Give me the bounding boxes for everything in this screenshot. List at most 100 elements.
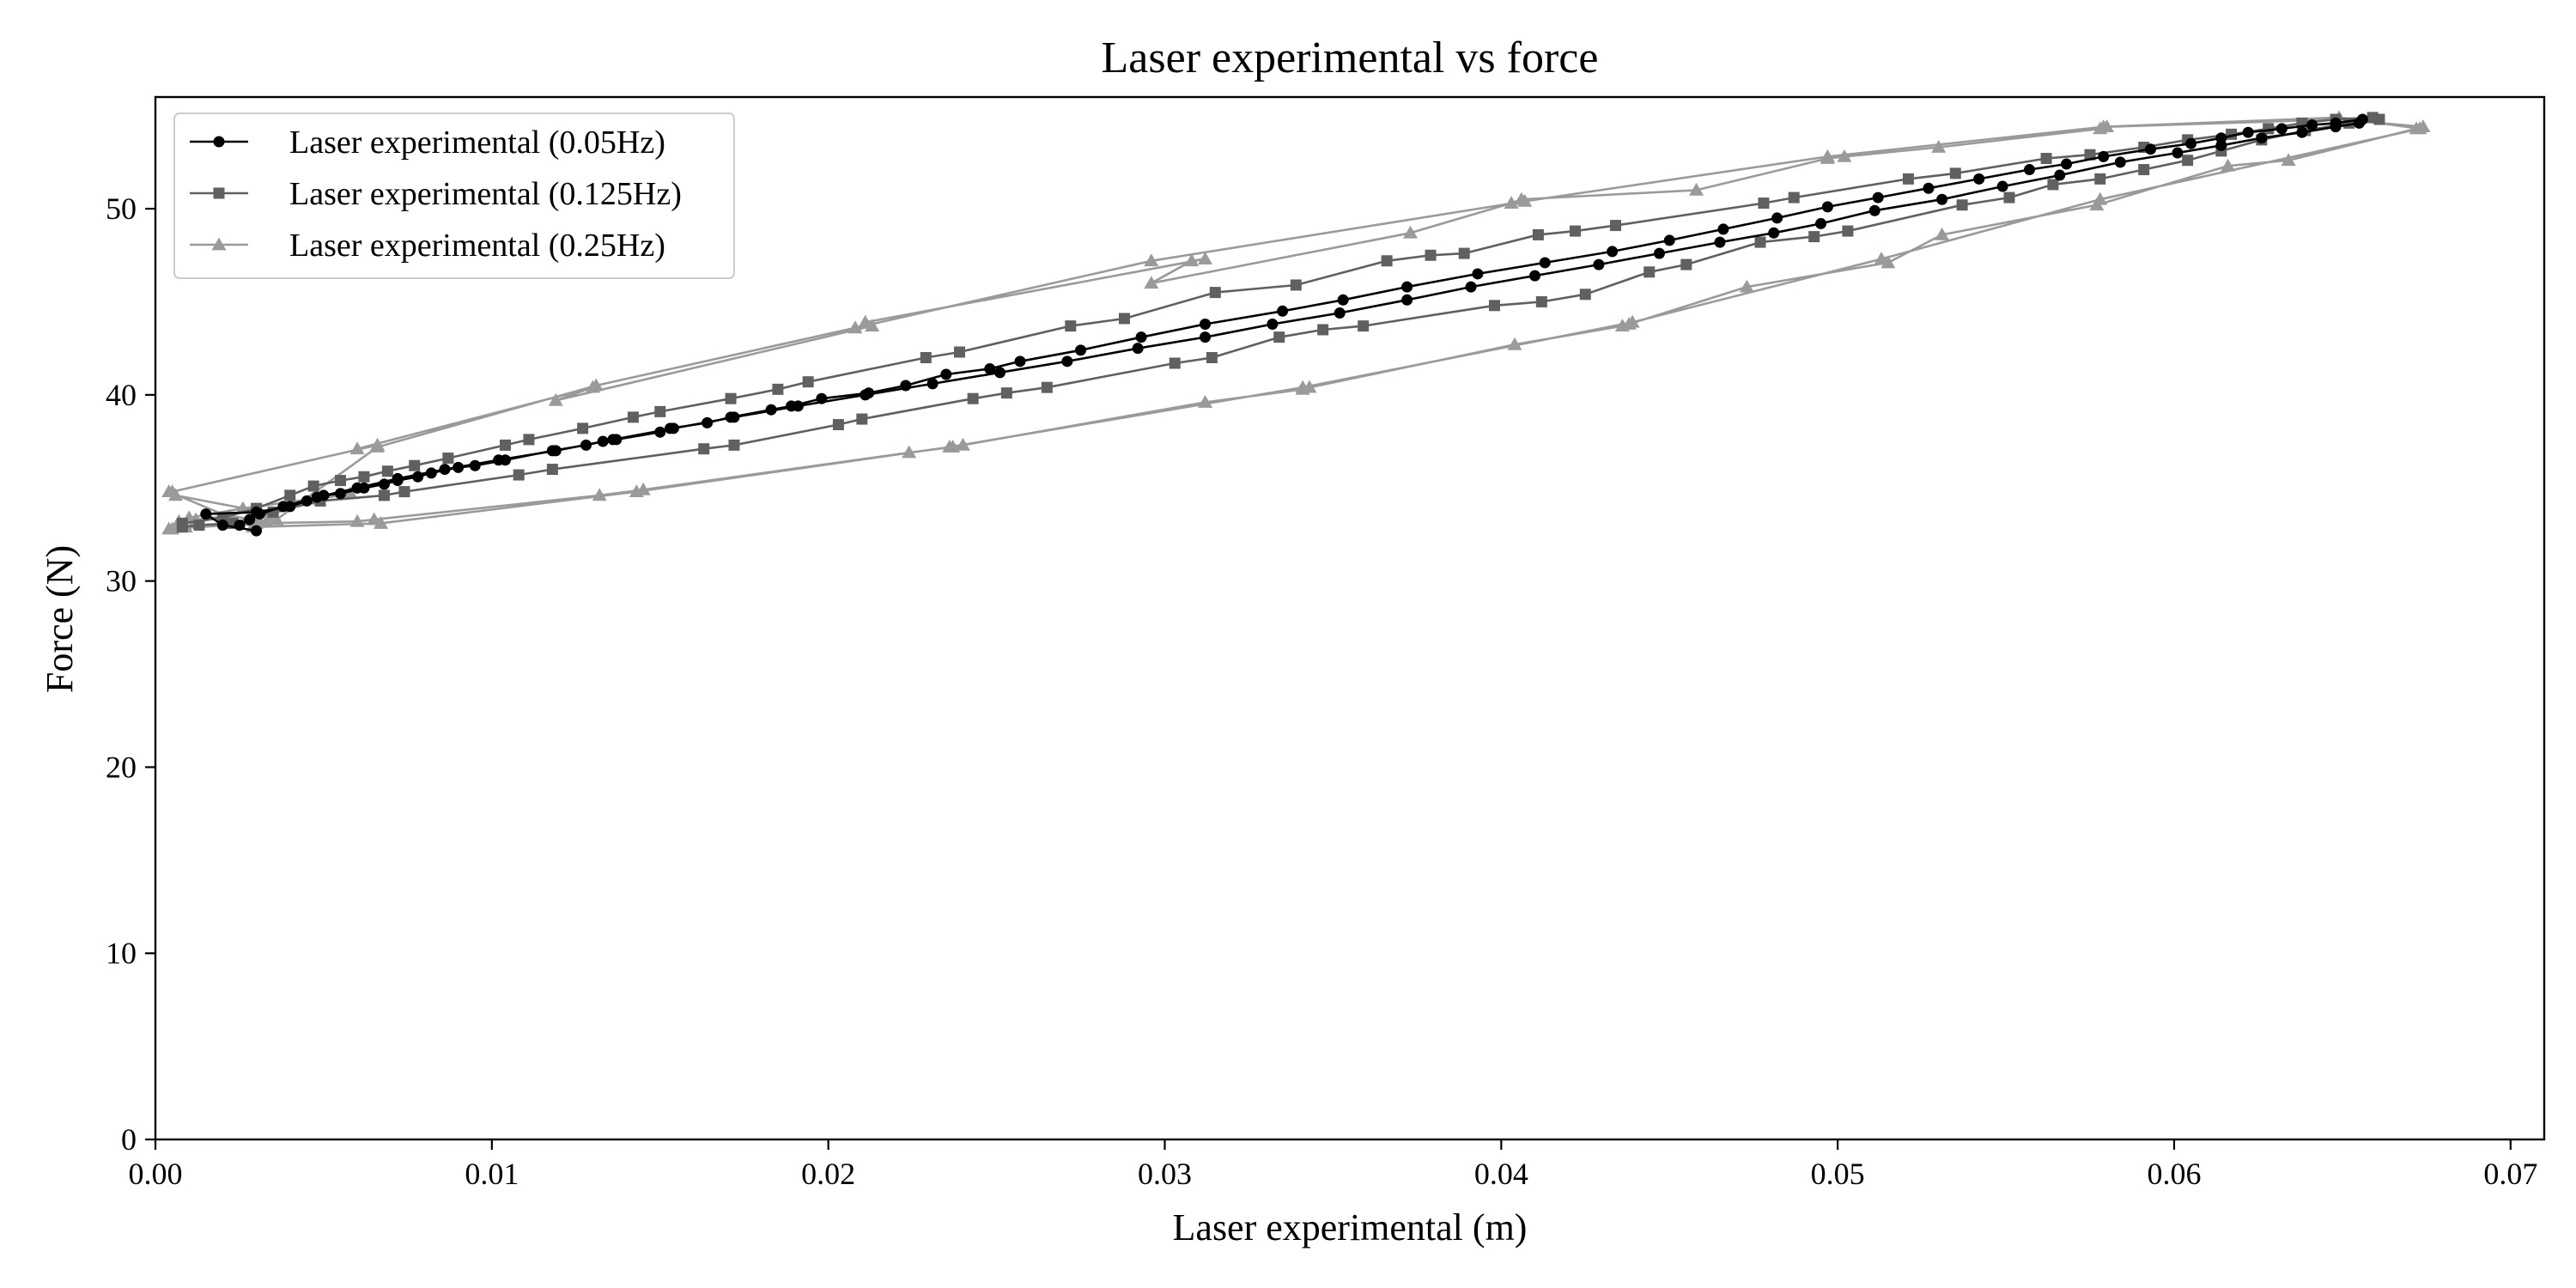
data-point — [301, 495, 313, 507]
data-point — [168, 488, 184, 501]
data-point — [1610, 220, 1622, 232]
data-point — [500, 439, 512, 451]
data-point — [546, 464, 558, 476]
x-tick-label: 0.01 — [465, 1157, 519, 1191]
data-point — [984, 363, 996, 375]
x-tick-label: 0.05 — [1811, 1157, 1865, 1191]
data-point — [993, 367, 1005, 379]
data-point — [588, 378, 604, 392]
data-point — [1061, 355, 1073, 368]
data-point — [654, 426, 666, 438]
legend-marker — [213, 187, 225, 199]
data-point — [2138, 164, 2150, 176]
data-point — [1820, 149, 1835, 162]
data-point — [940, 368, 952, 380]
data-point — [1902, 173, 1914, 185]
data-point — [832, 419, 844, 431]
legend-marker — [211, 237, 227, 251]
data-point — [1996, 180, 2008, 192]
data-point — [358, 471, 370, 483]
data-point — [1923, 182, 1935, 194]
x-tick-label: 0.00 — [129, 1157, 183, 1191]
data-point — [251, 525, 263, 537]
data-point — [1000, 387, 1012, 399]
data-point — [1425, 249, 1437, 261]
data-point — [349, 441, 365, 455]
data-point — [1401, 294, 1413, 306]
data-point — [2281, 153, 2296, 167]
data-point — [2330, 121, 2342, 133]
data-point — [1381, 255, 1393, 267]
data-point — [2412, 121, 2427, 135]
data-point — [1403, 225, 1419, 239]
data-point — [439, 464, 451, 476]
data-point — [1200, 318, 1212, 330]
data-point — [702, 416, 714, 428]
data-point — [1458, 247, 1470, 259]
data-point — [378, 478, 390, 490]
data-point — [1198, 395, 1213, 408]
data-point — [1663, 234, 1675, 246]
data-point — [253, 508, 265, 520]
data-point — [244, 513, 256, 526]
data-point — [654, 405, 666, 417]
data-point — [1956, 199, 1968, 211]
data-point — [860, 389, 872, 401]
data-point — [1198, 252, 1213, 264]
data-point — [592, 488, 607, 501]
data-point — [1837, 149, 1852, 162]
data-point — [1132, 343, 1144, 355]
data-point — [2221, 158, 2236, 172]
y-axis-label: Force (N) — [39, 545, 81, 693]
data-point — [2145, 143, 2157, 155]
legend-marker — [213, 136, 225, 148]
data-point — [942, 440, 957, 453]
data-point — [378, 489, 390, 501]
y-tick-label: 10 — [106, 936, 137, 970]
legend: Laser experimental (0.05Hz) Laser experim… — [173, 112, 735, 279]
y-tick-label: 50 — [106, 191, 137, 226]
data-point — [2215, 139, 2227, 151]
data-point — [548, 392, 563, 406]
data-point — [425, 467, 437, 479]
data-point — [513, 469, 525, 481]
data-point — [381, 465, 393, 477]
data-point — [1209, 287, 1221, 299]
data-point — [1579, 289, 1591, 301]
data-point — [2275, 123, 2287, 135]
data-point — [577, 422, 589, 434]
data-point — [629, 484, 644, 497]
data-point — [284, 489, 296, 501]
data-point — [550, 445, 562, 457]
data-point — [848, 320, 863, 334]
data-point — [1625, 314, 1640, 328]
data-point — [1488, 300, 1500, 312]
data-point — [698, 443, 710, 455]
data-point — [953, 346, 965, 358]
data-point — [453, 461, 465, 473]
data-point — [1014, 355, 1026, 368]
legend-label: Laser experimental (0.25Hz) — [289, 228, 665, 264]
axes-frame — [154, 95, 2546, 1141]
data-point — [728, 411, 740, 423]
data-point — [1739, 279, 1754, 293]
data-point — [1504, 196, 1519, 209]
x-axis-label: Laser experimental (m) — [1173, 1206, 1528, 1249]
data-point — [161, 484, 177, 497]
data-point — [2353, 117, 2365, 129]
data-point — [1874, 252, 1889, 264]
legend-entry-2: Laser experimental (0.125Hz) — [190, 176, 682, 212]
data-point — [1768, 227, 1780, 239]
data-point — [307, 480, 319, 492]
data-point — [2098, 150, 2110, 162]
data-point — [1643, 266, 1656, 278]
data-point — [580, 439, 592, 451]
data-point — [1714, 236, 1726, 248]
data-point — [335, 488, 347, 500]
data-point — [792, 400, 804, 412]
data-point — [802, 376, 814, 388]
data-point — [2256, 132, 2268, 144]
data-point — [2093, 191, 2108, 205]
data-point — [1200, 331, 1212, 343]
